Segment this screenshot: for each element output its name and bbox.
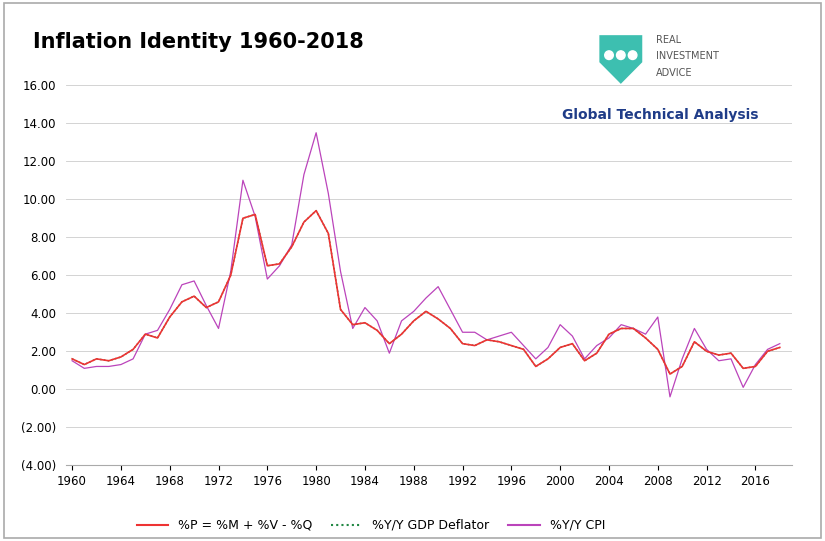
Legend: %P = %M + %V - %Q, %Y/Y GDP Deflator, %Y/Y CPI: %P = %M + %V - %Q, %Y/Y GDP Deflator, %Y… [132, 514, 610, 537]
Circle shape [629, 51, 637, 60]
Text: Global Technical Analysis: Global Technical Analysis [563, 108, 759, 122]
Text: REAL: REAL [656, 35, 681, 45]
Text: Inflation Identity 1960-2018: Inflation Identity 1960-2018 [33, 32, 364, 52]
Text: INVESTMENT: INVESTMENT [656, 51, 719, 61]
Text: ADVICE: ADVICE [656, 68, 692, 77]
Circle shape [616, 51, 625, 60]
Circle shape [605, 51, 613, 60]
Polygon shape [599, 35, 642, 84]
